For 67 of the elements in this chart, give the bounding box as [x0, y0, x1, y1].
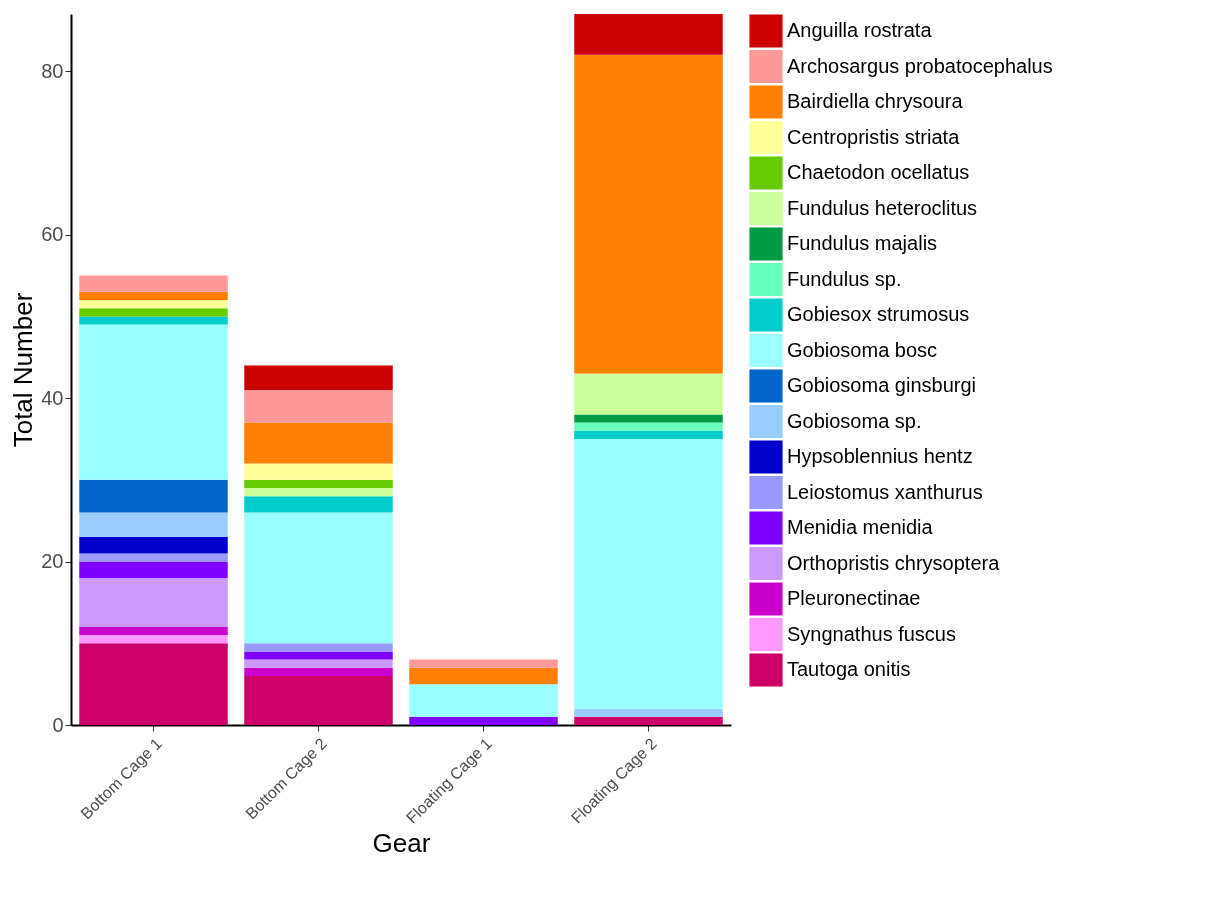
- y-tick-label: 40: [41, 386, 64, 409]
- legend-label: Fundulus sp.: [787, 267, 902, 290]
- bar: [79, 635, 228, 644]
- bar: [244, 667, 393, 676]
- legend-label: Menidia menidia: [787, 516, 934, 538]
- bar: [79, 643, 228, 725]
- bar: [574, 414, 723, 423]
- bar: [79, 561, 228, 578]
- bar: [574, 716, 723, 725]
- bar: [79, 537, 228, 554]
- bar: [409, 684, 558, 717]
- bar: [574, 438, 723, 709]
- y-tick-label: 0: [52, 713, 64, 736]
- bar: [79, 512, 228, 538]
- bar: [244, 659, 393, 668]
- bar: [409, 716, 558, 725]
- legend-label: Leiostomus xanthurus: [787, 480, 983, 503]
- bar: [244, 479, 393, 488]
- bar: [79, 479, 228, 513]
- y-tick-label: 60: [41, 223, 64, 246]
- bar: [79, 324, 228, 480]
- legend-label: Gobiosoma ginsburgi: [787, 374, 976, 396]
- y-axis-title: Total Number: [8, 292, 39, 448]
- bar: [79, 577, 228, 627]
- bar: [79, 316, 228, 325]
- legend-label: Anguilla rostrata: [787, 19, 933, 41]
- bar: [244, 422, 393, 464]
- bar: [79, 308, 228, 317]
- bar: [79, 275, 228, 292]
- bar: [574, 422, 723, 431]
- legend-label: Gobiosoma bosc: [787, 338, 938, 361]
- bar: [409, 667, 558, 685]
- bar: [244, 675, 393, 725]
- legend-label: Hypsoblennius hentz: [787, 445, 973, 467]
- y-tick-label: 20: [41, 550, 64, 573]
- legend-label: Tautoga onitis: [787, 658, 911, 680]
- bar: [574, 54, 723, 374]
- bar: [79, 291, 228, 301]
- legend-label: Chaetodon ocellatus: [787, 161, 970, 183]
- bar: [79, 626, 228, 636]
- legend-label: Bairdiella chrysoura: [787, 90, 964, 112]
- legend-label: Gobiesox strumosus: [787, 303, 970, 325]
- legend-label: Archosargus probatocephalus: [787, 54, 1053, 77]
- bar: [244, 512, 393, 644]
- y-tick-label: 80: [41, 59, 64, 82]
- bar: [244, 488, 393, 497]
- bar: [409, 659, 558, 668]
- bar: [244, 643, 393, 652]
- legend-label: Fundulus heteroclitus: [787, 196, 978, 219]
- bar: [244, 365, 393, 390]
- legend-label: Fundulus majalis: [787, 232, 938, 254]
- bar: [79, 553, 228, 562]
- legend-label: Orthopristis chrysoptera: [787, 551, 1001, 574]
- bar: [574, 14, 723, 55]
- legend-label: Gobiosoma sp.: [787, 409, 922, 432]
- bar: [244, 496, 393, 513]
- bar: [79, 300, 228, 309]
- legend-label: Pleuronectinae: [787, 587, 921, 609]
- bar: [244, 463, 393, 480]
- legend-label: Syngnathus fuscus: [787, 622, 956, 645]
- legend-label: Centropristis striata: [787, 125, 961, 148]
- bar: [574, 708, 723, 717]
- bar: [574, 373, 723, 415]
- bar: [244, 651, 393, 660]
- bar: [244, 389, 393, 423]
- bar: [574, 430, 723, 439]
- x-axis-title: Gear: [372, 827, 431, 858]
